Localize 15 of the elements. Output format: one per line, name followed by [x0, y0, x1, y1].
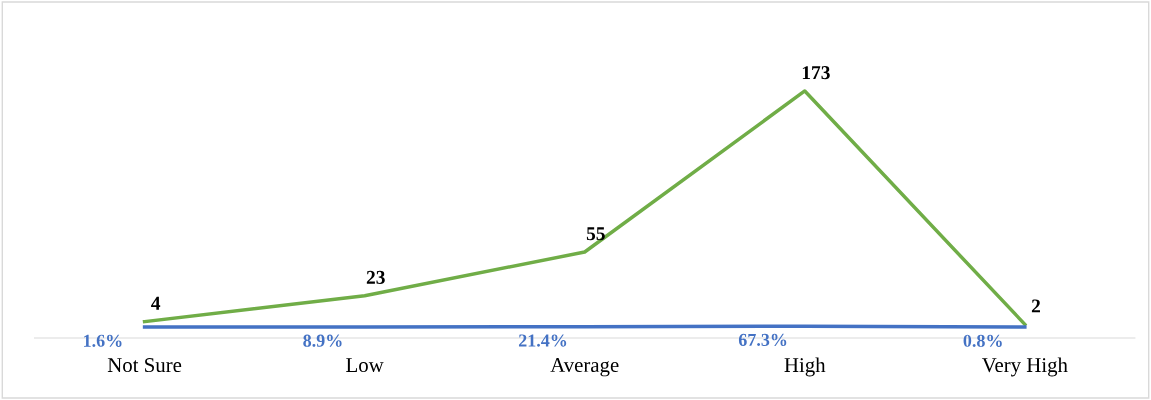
data-label: 0.8%	[963, 334, 1002, 347]
x-tick-label: High	[784, 357, 826, 377]
x-tick-label: Low	[346, 358, 384, 373]
data-label: 55	[586, 227, 605, 241]
data-label: 4	[151, 296, 161, 310]
x-tick-label: Average	[550, 358, 619, 377]
data-label: 1.6%	[84, 334, 122, 347]
x-tick-label: Very High	[981, 357, 1068, 377]
data-label: 173	[802, 66, 830, 80]
x-tick-label: Not Sure	[107, 358, 182, 373]
data-label: 23	[366, 270, 385, 284]
data-label: 2	[1031, 299, 1040, 313]
data-label: 8.9%	[303, 334, 342, 347]
data-label: 21.4%	[518, 334, 567, 347]
data-label: 67.3%	[738, 333, 787, 347]
